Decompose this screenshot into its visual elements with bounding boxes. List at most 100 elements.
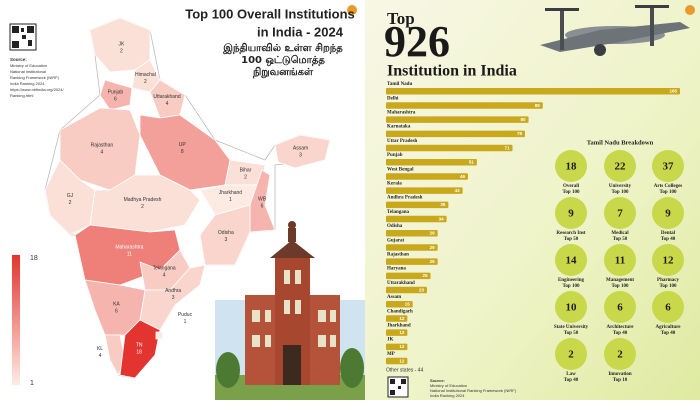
state bbox=[274, 134, 331, 169]
stat-sub: Top 40 bbox=[613, 331, 628, 336]
stat-value: 12 bbox=[663, 255, 675, 267]
bar bbox=[386, 329, 408, 336]
stat-circle bbox=[555, 197, 587, 229]
bar bbox=[386, 301, 413, 308]
other-states: Other states - 44 bbox=[386, 367, 423, 373]
source-line: Ministry of Education bbox=[10, 63, 47, 68]
state-name: GJ bbox=[67, 193, 74, 199]
state-value: 3 bbox=[224, 237, 227, 243]
stat-circle bbox=[652, 150, 684, 182]
stat-circle bbox=[604, 197, 636, 229]
stat-value: 9 bbox=[568, 208, 574, 220]
logo bbox=[685, 5, 695, 15]
state bbox=[119, 319, 161, 379]
state bbox=[155, 331, 164, 340]
right-panel bbox=[365, 0, 700, 400]
bar bbox=[386, 244, 438, 251]
state-name: Assam bbox=[293, 145, 308, 151]
state-name: Rajasthan bbox=[91, 142, 114, 148]
stat-label: Law bbox=[566, 372, 576, 377]
category-label: Maharashtra bbox=[387, 111, 416, 116]
state-name: Madhya Pradesh bbox=[124, 197, 162, 203]
category-label: JK bbox=[387, 338, 394, 343]
stat-label: Management bbox=[606, 278, 634, 283]
stat-sub: Top 40 bbox=[661, 237, 676, 242]
state-value: 4 bbox=[100, 149, 103, 155]
bar bbox=[386, 230, 438, 237]
state-name: Uttarakhand bbox=[153, 94, 180, 100]
source-line: https://www.nirfindia.org/2024/ bbox=[10, 87, 64, 92]
stat-value: 2 bbox=[568, 349, 574, 361]
stat-sub: Top 100 bbox=[563, 190, 580, 195]
legend-min: 1 bbox=[30, 380, 34, 387]
state-name: KA bbox=[113, 302, 120, 308]
bar bbox=[386, 215, 447, 223]
stat-value: 6 bbox=[665, 302, 671, 314]
value-label: 12 bbox=[399, 330, 405, 335]
category-label: Telangana bbox=[387, 210, 410, 215]
bar bbox=[386, 286, 427, 294]
tamil-title: 100 ஒட்டுமொத்த bbox=[241, 54, 325, 66]
stat-label: Dental bbox=[661, 231, 676, 236]
value-label: 43 bbox=[455, 188, 461, 193]
map-title: Top 100 Overall Institutions bbox=[185, 6, 355, 21]
state-value: 11 bbox=[127, 252, 132, 258]
value-label: 78 bbox=[517, 131, 523, 136]
value-label: 25 bbox=[423, 273, 429, 278]
stat-value: 7 bbox=[617, 208, 623, 220]
breakdown-title: Tamil Nadu Breakdown bbox=[587, 139, 654, 146]
state-value: 6 bbox=[114, 96, 117, 102]
state-value: 2 bbox=[120, 49, 123, 55]
stat-circle bbox=[604, 150, 636, 182]
category-label: MP bbox=[387, 352, 395, 357]
source-line: Source: bbox=[430, 378, 445, 383]
value-label: 51 bbox=[469, 160, 475, 165]
state-name: Odisha bbox=[218, 230, 234, 236]
state-value: 18 bbox=[136, 350, 142, 356]
bar bbox=[386, 130, 525, 138]
stat-label: Arts Colleges bbox=[654, 184, 683, 189]
stat-label: State University bbox=[554, 325, 589, 330]
source-line: Ranking.html bbox=[10, 93, 33, 98]
bar bbox=[386, 159, 477, 166]
stat-label: Architecture bbox=[606, 325, 634, 330]
category-label: Jharkhand bbox=[387, 324, 411, 329]
state-value: 3 bbox=[299, 152, 302, 158]
value-label: 12 bbox=[399, 358, 405, 363]
value-label: 12 bbox=[399, 316, 405, 321]
category-label: Delhi bbox=[387, 96, 399, 101]
bar bbox=[386, 173, 468, 180]
stat-value: 14 bbox=[566, 255, 578, 267]
stat-sub: Top 10 bbox=[613, 378, 628, 383]
source-line: Ministry of Education bbox=[430, 383, 467, 388]
state-name: Puduc bbox=[178, 312, 193, 318]
stat-value: 11 bbox=[615, 255, 625, 267]
value-label: 23 bbox=[419, 287, 425, 292]
bar bbox=[386, 315, 408, 322]
title-top: Top bbox=[387, 9, 415, 28]
value-label: 71 bbox=[504, 145, 510, 150]
stat-circle bbox=[555, 244, 587, 276]
state-name: UP bbox=[179, 142, 187, 148]
stat-label: Research Inst bbox=[556, 231, 586, 236]
state bbox=[199, 204, 251, 266]
state-name: Jharkhand bbox=[219, 190, 243, 196]
state-name: Maharashtra bbox=[115, 245, 143, 251]
stat-label: Pharmacy bbox=[657, 278, 679, 283]
stat-label: Agriculture bbox=[656, 325, 682, 330]
category-label: Andhra Pradesh bbox=[387, 196, 423, 201]
stat-value: 18 bbox=[566, 161, 578, 173]
value-label: 80 bbox=[521, 117, 527, 122]
logo bbox=[347, 5, 357, 15]
value-label: 165 bbox=[669, 89, 677, 94]
bar bbox=[386, 258, 438, 265]
state-value: 2 bbox=[141, 204, 144, 210]
bar bbox=[386, 272, 431, 280]
qr-code bbox=[387, 376, 409, 398]
legend-gradient bbox=[12, 255, 20, 385]
state-value: 4 bbox=[163, 272, 166, 278]
state-name: JK bbox=[119, 42, 126, 48]
source-line: National Institutional bbox=[10, 69, 46, 74]
state-value: 8 bbox=[181, 149, 184, 155]
